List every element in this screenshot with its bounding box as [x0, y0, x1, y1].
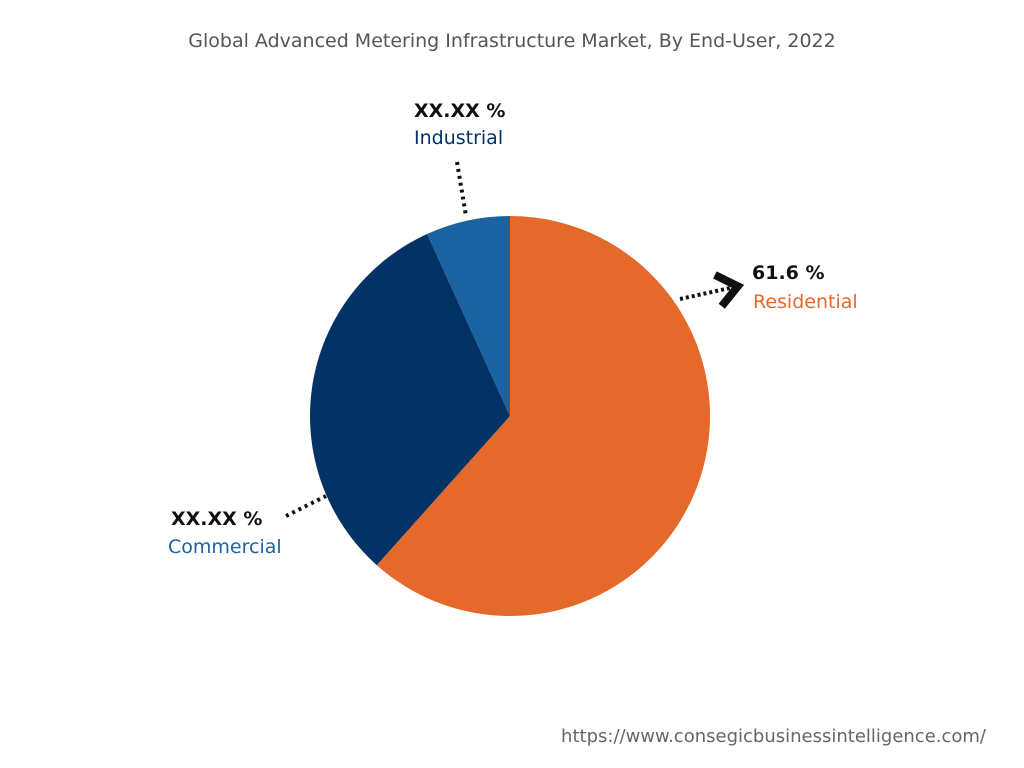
residential-value-label: 61.6 %	[752, 262, 825, 284]
commercial-value-label: XX.XX %	[171, 508, 263, 530]
pie-slice-commercial	[310, 233, 510, 566]
commercial-category-label: Commercial	[168, 536, 282, 558]
pie-slice-residential	[376, 216, 710, 617]
industrial-leader	[455, 161, 468, 217]
source-url[interactable]: https://www.consegicbusinessintelligence…	[561, 726, 986, 747]
industrial-category-label: Industrial	[414, 127, 504, 149]
pie-slice-industrial	[427, 216, 510, 416]
commercial-leader	[285, 494, 327, 518]
residential-category-label: Residential	[753, 291, 858, 313]
industrial-value-label: XX.XX %	[414, 100, 506, 122]
residential-leader	[679, 271, 745, 309]
chart-title: Global Advanced Metering Infrastructure …	[188, 30, 836, 52]
